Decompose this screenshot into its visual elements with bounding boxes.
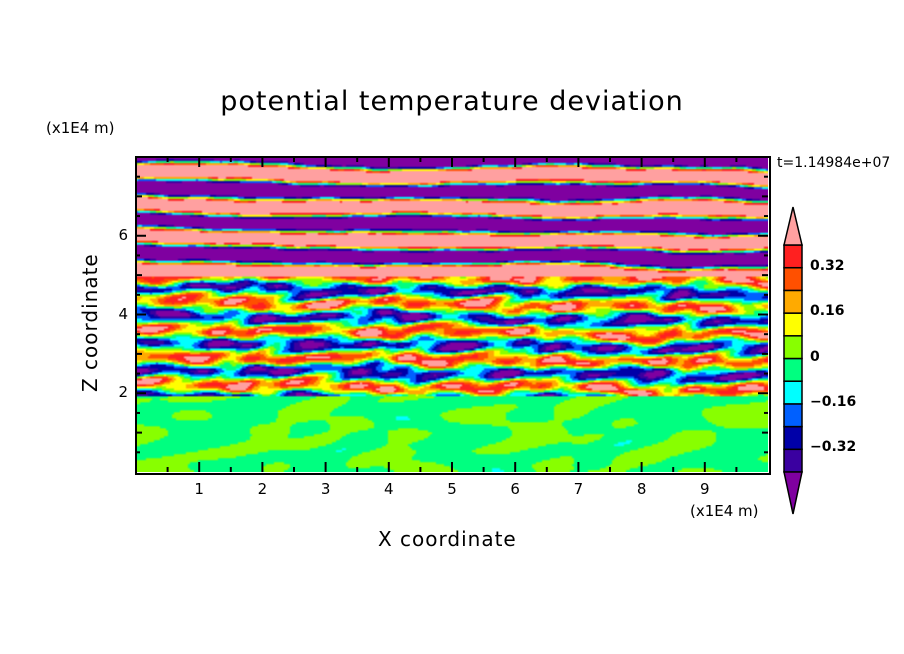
colorbar-tick-label: 0 bbox=[810, 348, 820, 365]
contour-field bbox=[136, 157, 768, 472]
colorbar-swatch bbox=[783, 289, 803, 314]
x-tick-label: 3 bbox=[320, 480, 331, 498]
y-tick-label: 6 bbox=[118, 225, 128, 244]
time-label: t=1.14984e+07 bbox=[777, 155, 891, 171]
colorbar-swatch bbox=[783, 244, 803, 269]
colorbar-swatch bbox=[783, 448, 803, 473]
colorbar-extend-max bbox=[783, 206, 803, 246]
x-tick-label: 2 bbox=[257, 480, 268, 498]
x-axis-label: X coordinate bbox=[378, 527, 517, 551]
colorbar-extend-min bbox=[783, 471, 803, 515]
x-tick-label: 5 bbox=[447, 480, 457, 498]
colorbar-swatch bbox=[783, 266, 803, 292]
chart-title: potential temperature deviation bbox=[220, 86, 684, 117]
y-units-label: (x1E4 m) bbox=[46, 119, 115, 137]
y-tick-label: 4 bbox=[118, 304, 128, 323]
x-units-label: (x1E4 m) bbox=[690, 502, 759, 520]
colorbar-tick-label: −0.32 bbox=[810, 439, 857, 456]
x-tick-label: 8 bbox=[636, 480, 647, 498]
colorbar-swatch bbox=[783, 312, 803, 337]
x-tick-label: 1 bbox=[194, 480, 204, 498]
colorbar-swatch bbox=[783, 425, 803, 451]
x-tick-label: 6 bbox=[510, 480, 520, 498]
y-tick-label: 2 bbox=[118, 383, 128, 402]
colorbar-swatch bbox=[783, 335, 803, 360]
colorbar-swatch bbox=[783, 380, 803, 405]
colorbar-swatch bbox=[783, 403, 803, 428]
colorbar-swatch bbox=[783, 357, 803, 382]
colorbar-tick-label: 0.16 bbox=[810, 303, 845, 320]
x-tick-label: 7 bbox=[573, 480, 584, 498]
x-tick-label: 9 bbox=[700, 480, 710, 498]
colorbar-tick-label: 0.32 bbox=[810, 257, 845, 274]
colorbar-tick-label: −0.16 bbox=[810, 393, 857, 410]
x-tick-label: 4 bbox=[384, 480, 394, 498]
